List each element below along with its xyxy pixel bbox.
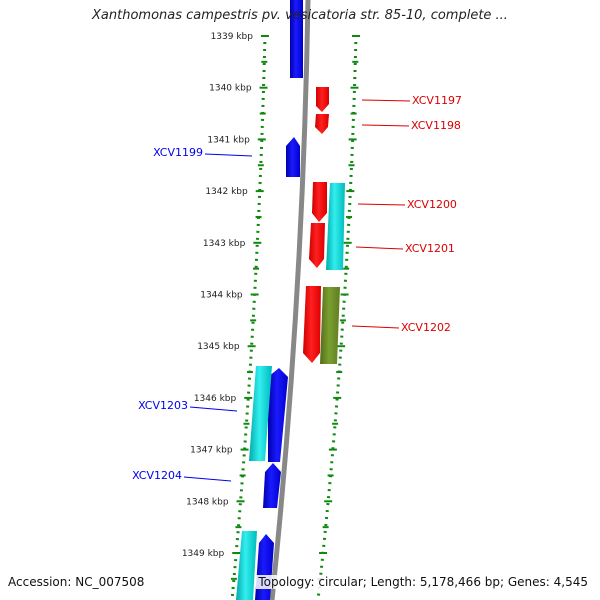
scale-label: 1348 kbp xyxy=(186,497,229,507)
gene-feature-XCV1200[interactable] xyxy=(312,182,327,222)
scale-label: 1344 kbp xyxy=(200,291,243,301)
genome-backbone xyxy=(272,0,308,600)
gene-label-XCV1199[interactable]: XCV1199 xyxy=(153,146,203,159)
scale-label: 1340 kbp xyxy=(209,84,252,94)
scale-label: 1349 kbp xyxy=(182,549,225,559)
label-line-XCV1199 xyxy=(205,154,252,156)
scale-label: 1347 kbp xyxy=(190,446,233,456)
scale-label: 1341 kbp xyxy=(207,135,250,145)
genome-map-view: 1339 kbp 1340 kbp 1341 kbp 1342 kbp 1343 kbp… xyxy=(0,0,600,600)
gene-feature-XCV1199[interactable] xyxy=(286,137,300,177)
map-title: Xanthomonas campestris pv. vesicatoria s… xyxy=(0,8,600,23)
gene-feature-XCV1202[interactable] xyxy=(303,286,321,363)
gene-label-XCV1198[interactable]: XCV1198 xyxy=(411,119,461,132)
gene-label-XCV1197[interactable]: XCV1197 xyxy=(412,94,462,107)
gene-label-XCV1202[interactable]: XCV1202 xyxy=(401,321,451,334)
scale-label: 1339 kbp xyxy=(211,32,254,42)
left-ruler-track xyxy=(232,35,265,600)
scale-label: 1342 kbp xyxy=(205,187,248,197)
scale-label: 1346 kbp xyxy=(194,394,237,404)
accession-text: Accession: NC_007508 xyxy=(8,575,144,589)
label-line-XCV1198 xyxy=(362,125,409,126)
olive-feature[interactable] xyxy=(320,287,340,364)
genome-summary-text: Topology: circular; Length: 5,178,466 bp… xyxy=(256,575,590,589)
gene-feature-XCV1204[interactable] xyxy=(263,463,281,508)
gene-feature-XCV1201[interactable] xyxy=(309,223,325,268)
label-line-XCV1202 xyxy=(352,326,399,328)
gene-feature-XCV1198[interactable] xyxy=(315,114,329,134)
gene-label-XCV1201[interactable]: XCV1201 xyxy=(405,242,455,255)
label-line-XCV1197 xyxy=(362,100,410,101)
label-line-XCV1200 xyxy=(358,204,405,205)
cyan-feature[interactable] xyxy=(236,531,257,600)
gene-label-XCV1203[interactable]: XCV1203 xyxy=(138,399,188,412)
label-line-XCV1203 xyxy=(190,407,237,411)
gene-feature-XCV1197[interactable] xyxy=(316,87,329,112)
gene-label-XCV1200[interactable]: XCV1200 xyxy=(407,198,457,211)
label-line-XCV1204 xyxy=(184,477,231,481)
scale-label: 1345 kbp xyxy=(197,342,240,352)
scale-label: 1343 kbp xyxy=(203,239,246,249)
label-line-XCV1201 xyxy=(356,247,403,249)
gene-label-XCV1204[interactable]: XCV1204 xyxy=(132,469,182,482)
cyan-feature[interactable] xyxy=(326,183,345,270)
genome-map-canvas: 1339 kbp 1340 kbp 1341 kbp 1342 kbp 1343 kbp… xyxy=(0,0,600,600)
